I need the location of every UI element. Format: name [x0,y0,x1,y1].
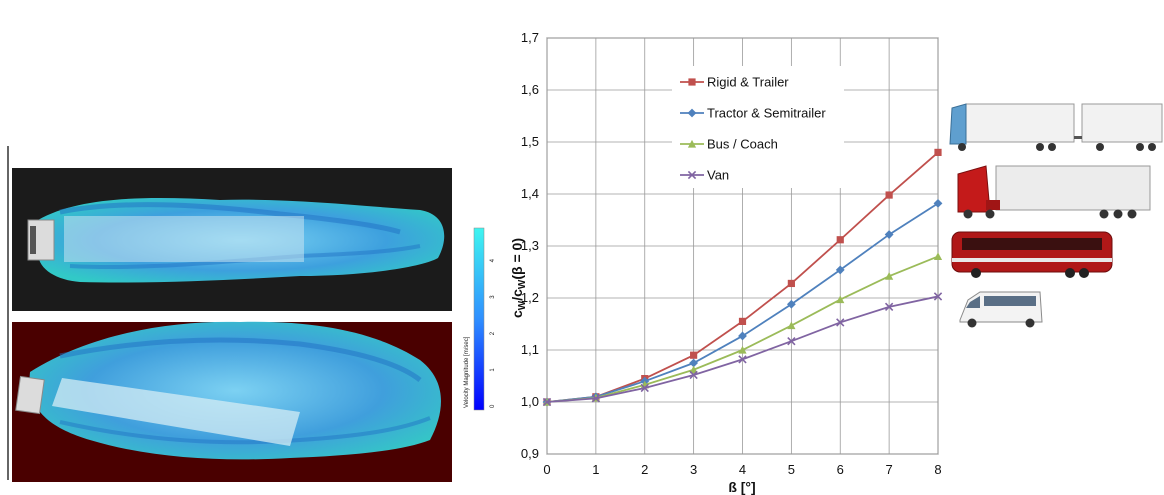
drag-coefficient-chart: 0,9 1,0 1,1 1,2 1,3 1,4 1,5 1,6 1,7 0 1 2 3 4 5 6 7 8 Ri… [509,30,943,495]
data-point [933,252,943,260]
data-point [885,272,894,280]
x-tick-label: 4 [739,462,746,477]
y-tick-label: 1,2 [521,290,539,305]
data-point [884,230,894,239]
data-point [933,198,943,208]
data-point [787,321,796,330]
colorbar-tick-label: 4 [490,258,496,262]
data-point [934,148,942,156]
x-tick-label: 5 [788,462,795,477]
colorbar-tick-label: 0 [490,404,496,408]
data-point [689,370,698,380]
data-point [738,331,747,341]
y-tick-label: 1,7 [521,30,539,45]
velocity-colorbar: 0 1 2 3 4 Velocity Magnitude [m/sec] [464,227,496,411]
data-point [836,295,845,304]
x-tick-label: 3 [690,462,697,477]
legend-item: Tractor & Semitrailer [680,106,826,121]
data-point [835,265,845,275]
series-1 [542,198,943,407]
legend-marker [687,108,697,118]
y-tick-label: 0,9 [521,446,539,461]
data-point [786,299,796,309]
legend-marker [687,139,697,148]
van-icon [959,291,1043,328]
legend-marker [688,78,696,86]
colorbar-tick-label: 3 [490,295,496,299]
series-3 [542,292,943,407]
legend-item: Rigid & Trailer [680,75,789,90]
legend-marker [687,170,697,180]
x-tick-labels: 0 1 2 3 4 5 6 7 8 [543,462,941,477]
bus-coach-icon [951,231,1113,278]
x-tick-label: 8 [934,462,941,477]
x-tick-label: 2 [641,462,648,477]
data-point [836,318,845,327]
data-point [787,336,796,346]
series-layer [542,148,943,407]
y-tick-label: 1,1 [521,342,539,357]
x-tick-label: 1 [592,462,599,477]
data-point [933,292,943,301]
data-point [738,355,747,364]
legend: Rigid & Trailer Tractor & Semitrailer Bus … [672,66,844,188]
tractor-semitrailer-icon [957,165,1151,219]
legend-label: Rigid & Trailer [707,75,789,90]
data-point [542,397,552,407]
data-point [884,302,894,312]
data-point [690,351,698,359]
legend-item: Bus / Coach [680,137,778,152]
cfd-bottom-panel [12,321,452,482]
x-axis-title: ß [°] [728,479,755,495]
legend-label: Van [707,168,729,183]
cfd-panels [7,146,452,482]
legend-label: Bus / Coach [707,137,778,152]
legend-item: Van [680,168,729,183]
data-point [738,345,747,354]
y-tick-label: 1,3 [521,238,539,253]
data-point [640,383,649,393]
x-tick-label: 0 [543,462,550,477]
data-point [885,191,893,199]
y-tick-label: 1,4 [521,186,539,201]
data-point [787,279,795,288]
data-point [738,317,747,325]
x-tick-label: 7 [886,462,893,477]
colorbar-tick-label: 2 [490,331,496,335]
colorbar-tick-label: 1 [490,368,496,372]
y-axis-title: cW/cW(β = 0) [509,238,528,318]
y-tick-label: 1,5 [521,134,539,149]
y-tick-labels: 0,9 1,0 1,1 1,2 1,3 1,4 1,5 1,6 1,7 [521,30,539,461]
x-tick-label: 6 [837,462,844,477]
data-point [689,365,698,374]
data-point [689,358,699,368]
data-point [836,236,844,244]
y-tick-label: 1,0 [521,394,539,409]
vehicle-icons [949,103,1163,328]
y-tick-label: 1,6 [521,82,539,97]
colorbar-label: Velocity Magnitude [m/sec] [464,336,470,408]
data-point [591,394,601,403]
legend-label: Tractor & Semitrailer [707,106,826,121]
rigid-trailer-icon [949,103,1163,151]
cfd-top-panel [12,168,452,311]
